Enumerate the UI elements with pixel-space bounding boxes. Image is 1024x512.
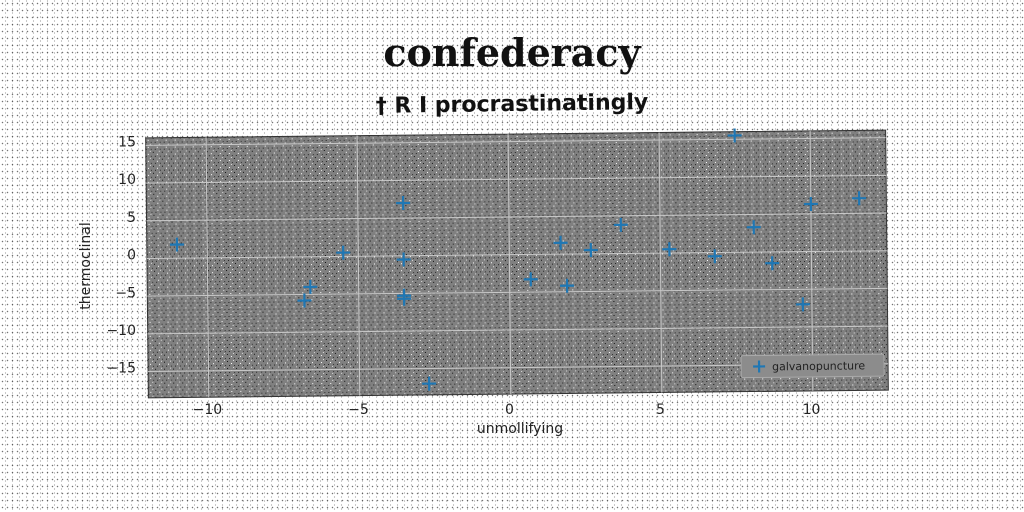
legend-box (740, 353, 885, 379)
data-point-plus (396, 252, 411, 267)
x-gridline (356, 135, 361, 396)
legend-marker-plus-icon (753, 360, 766, 373)
y-gridline (147, 287, 888, 297)
legend: galvanopuncture (740, 353, 885, 379)
y-tick-label: 10 (118, 172, 136, 188)
y-tick-label: −15 (106, 361, 136, 377)
x-tick-label: 0 (505, 402, 514, 418)
data-point-plus (662, 242, 677, 257)
data-point-plus (746, 220, 761, 235)
y-tick-label: 15 (118, 135, 136, 151)
data-point-plus (523, 272, 538, 287)
chart-title: confederacy (383, 30, 641, 75)
y-gridline (145, 137, 886, 146)
data-point-plus (707, 249, 722, 264)
y-gridline (147, 325, 888, 335)
y-tick-labels: 15 10 5 0 −5 −10 −15 (106, 135, 136, 377)
data-point-plus (727, 128, 742, 143)
x-gridline (658, 132, 663, 393)
x-tick-label: 5 (656, 402, 665, 418)
y-gridline (146, 250, 887, 259)
plot-area: galvanopuncture (145, 128, 889, 399)
x-gridline (809, 130, 814, 391)
x-tick-label: 10 (803, 402, 821, 418)
data-point-plus (422, 376, 437, 391)
gridlines (145, 130, 889, 398)
data-point-plus (765, 256, 780, 271)
data-point-plus (560, 278, 575, 293)
data-point-plus (852, 191, 867, 206)
y-tick-label: 5 (127, 210, 136, 226)
y-axis-label: thermoclinal (78, 222, 94, 310)
data-point-plus (297, 293, 312, 308)
data-point-plus (303, 279, 318, 294)
data-point-plus (583, 243, 598, 258)
data-points (169, 128, 867, 391)
data-point-plus (803, 197, 818, 212)
data-point-plus (396, 196, 411, 211)
data-point-plus (795, 297, 810, 312)
data-point-plus (169, 237, 184, 252)
y-tick-label: 0 (127, 248, 136, 264)
legend-label: galvanopuncture (772, 359, 865, 373)
data-point-plus (336, 245, 351, 260)
data-point-plus (397, 291, 412, 306)
x-tick-label: −5 (348, 402, 369, 418)
x-tick-labels: −10 −5 0 5 10 (193, 402, 821, 418)
data-point-plus (613, 217, 628, 232)
x-tick-label: −10 (193, 402, 223, 418)
y-gridline (146, 212, 887, 222)
y-gridline (146, 174, 887, 184)
x-gridline (205, 137, 210, 398)
y-tick-label: −5 (115, 285, 136, 301)
x-axis-label: unmollifying (477, 421, 563, 437)
x-gridline (507, 134, 512, 395)
y-tick-label: −10 (106, 323, 136, 339)
plot-background (145, 129, 889, 399)
data-point-plus (553, 235, 568, 250)
